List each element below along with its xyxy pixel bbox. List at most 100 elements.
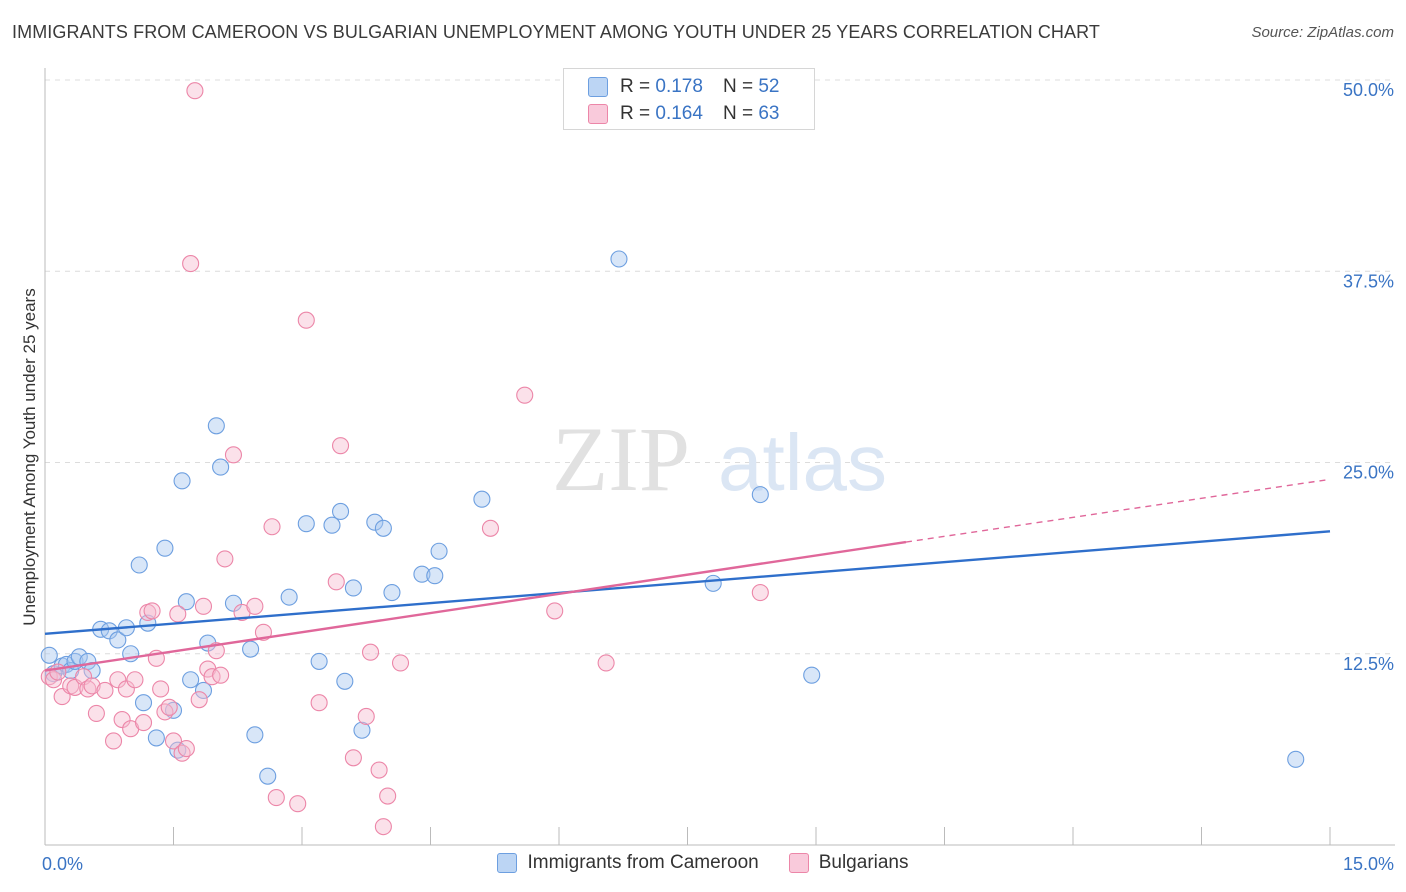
point-bulgarian bbox=[177, 740, 195, 758]
point-cameroon bbox=[147, 729, 165, 747]
point-cameroon bbox=[212, 458, 230, 476]
point-bulgarian bbox=[113, 710, 131, 729]
point-cameroon bbox=[353, 721, 371, 739]
stats-r-value: 0.164 bbox=[655, 102, 703, 124]
stats-row-bulgarians: R = 0.164 N = 63 bbox=[588, 100, 779, 127]
trend-line-bulgarian bbox=[44, 540, 907, 672]
point-cameroon bbox=[751, 486, 769, 504]
trend-line-cameroon bbox=[44, 530, 1331, 636]
stats-n-label: N = bbox=[722, 75, 754, 97]
point-cameroon bbox=[242, 640, 260, 658]
y-tick-label: 37.5% bbox=[1343, 271, 1394, 291]
y-tick-label: 12.5% bbox=[1343, 654, 1394, 674]
point-cameroon bbox=[207, 417, 225, 435]
point-bulgarian bbox=[164, 732, 183, 750]
legend-item-cameroon[interactable]: Immigrants from Cameroon bbox=[497, 852, 759, 874]
grid-lines bbox=[45, 79, 1395, 655]
point-bulgarian bbox=[289, 795, 307, 813]
point-cameroon bbox=[344, 579, 362, 597]
point-bulgarian bbox=[751, 583, 769, 602]
legend-item-bulgarians[interactable]: Bulgarians bbox=[788, 852, 909, 874]
point-bulgarian bbox=[117, 680, 135, 698]
point-cameroon bbox=[383, 583, 401, 602]
point-cameroon bbox=[134, 694, 153, 712]
point-bulgarian bbox=[190, 691, 208, 709]
stats-legend: R = 0.178 N = 52 R = 0.164 N = 63 bbox=[563, 68, 815, 130]
point-bulgarian bbox=[374, 818, 392, 836]
point-cameroon bbox=[803, 666, 821, 684]
point-bulgarian bbox=[379, 787, 397, 805]
y-tick-label: 50.0% bbox=[1343, 80, 1394, 100]
point-bulgarian bbox=[143, 602, 161, 620]
point-bulgarian bbox=[169, 605, 187, 623]
point-bulgarian bbox=[134, 714, 153, 732]
axes bbox=[44, 68, 1395, 846]
point-cameroon bbox=[331, 502, 350, 521]
stats-swatch-bulgarians bbox=[588, 103, 608, 124]
point-bulgarian bbox=[109, 671, 127, 689]
point-bulgarian bbox=[310, 694, 328, 712]
data-points bbox=[40, 82, 1305, 836]
point-cameroon bbox=[109, 631, 127, 649]
stats-n-value: 52 bbox=[758, 75, 780, 97]
point-bulgarian bbox=[49, 663, 67, 681]
point-cameroon bbox=[297, 515, 315, 533]
point-cameroon bbox=[194, 681, 213, 700]
point-cameroon bbox=[177, 593, 195, 611]
stats-n-value: 63 bbox=[758, 102, 780, 124]
point-bulgarian bbox=[597, 654, 615, 672]
point-cameroon bbox=[366, 513, 384, 531]
point-bulgarian bbox=[212, 666, 230, 684]
point-cameroon bbox=[336, 672, 354, 690]
point-bulgarian bbox=[216, 550, 234, 568]
stats-r-label: R = bbox=[620, 102, 651, 124]
point-bulgarian bbox=[263, 518, 281, 536]
point-cameroon bbox=[130, 556, 148, 574]
point-cameroon bbox=[1287, 750, 1305, 768]
legend-label-cameroon: Immigrants from Cameroon bbox=[527, 852, 759, 873]
point-cameroon bbox=[182, 671, 200, 689]
point-cameroon bbox=[323, 516, 341, 534]
trend-line-bulgarian-extension bbox=[905, 478, 1331, 543]
point-cameroon bbox=[426, 567, 444, 585]
trend-lines bbox=[44, 478, 1331, 672]
point-bulgarian bbox=[104, 732, 123, 750]
series-legend: Immigrants from Cameroon Bulgarians bbox=[0, 852, 1406, 874]
point-bulgarian bbox=[327, 573, 345, 591]
point-bulgarian bbox=[361, 643, 380, 661]
x-tick-label: 0.0% bbox=[42, 854, 83, 874]
legend-swatch-bulgarians bbox=[788, 853, 809, 873]
y-axis-label: Unemployment Among Youth under 25 years bbox=[20, 288, 39, 625]
watermark-atlas: atlas bbox=[718, 418, 887, 507]
point-cameroon bbox=[40, 646, 58, 664]
legend-swatch-cameroon bbox=[497, 853, 518, 873]
point-cameroon bbox=[473, 490, 491, 508]
point-bulgarian bbox=[344, 749, 362, 767]
point-bulgarian bbox=[267, 789, 285, 807]
point-cameroon bbox=[224, 594, 243, 612]
x-tick-label: 15.0% bbox=[1343, 854, 1394, 874]
point-bulgarian bbox=[357, 707, 375, 726]
watermark-zip: ZIP bbox=[552, 408, 690, 510]
stats-row-cameroon: R = 0.178 N = 52 bbox=[588, 73, 779, 100]
point-cameroon bbox=[374, 519, 392, 537]
point-cameroon bbox=[280, 588, 298, 606]
point-bulgarian bbox=[186, 82, 204, 100]
point-cameroon bbox=[100, 622, 118, 640]
point-bulgarian bbox=[516, 386, 534, 404]
point-bulgarian bbox=[87, 704, 105, 722]
point-bulgarian bbox=[331, 437, 350, 455]
point-bulgarian bbox=[126, 671, 144, 689]
point-cameroon bbox=[610, 250, 628, 268]
point-bulgarian bbox=[246, 597, 264, 615]
point-bulgarian bbox=[481, 519, 500, 537]
point-bulgarian bbox=[391, 654, 410, 672]
y-tick-label: 25.0% bbox=[1343, 463, 1394, 483]
point-cameroon bbox=[413, 565, 431, 583]
point-bulgarian bbox=[370, 761, 388, 779]
point-bulgarian bbox=[224, 446, 243, 464]
point-cameroon bbox=[156, 539, 174, 557]
legend-label-bulgarians: Bulgarians bbox=[818, 852, 909, 873]
point-bulgarian bbox=[546, 602, 564, 620]
